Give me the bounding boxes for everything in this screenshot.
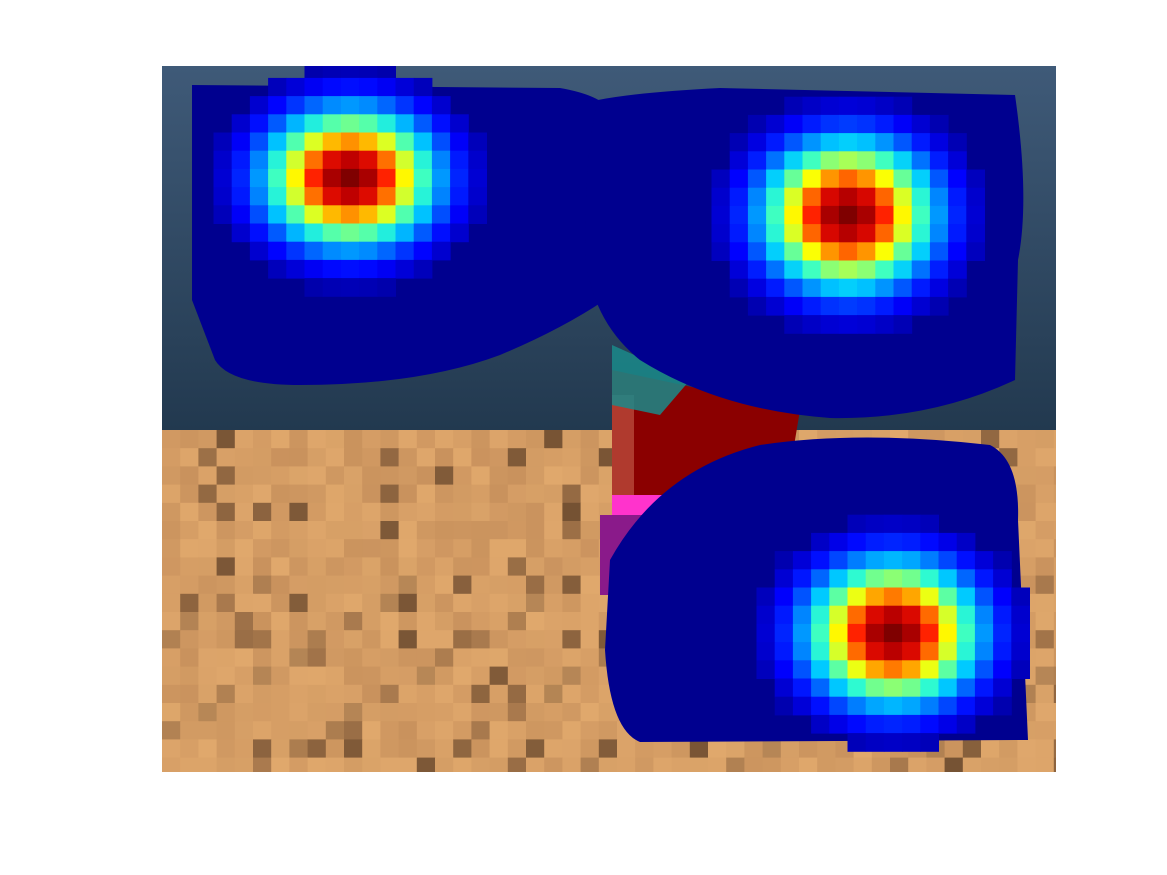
heatmap-blob-bottom-right	[605, 437, 1030, 752]
image-plot-area	[162, 66, 1056, 772]
heatmap-blob-top-right	[585, 88, 1024, 419]
heatmap-blob-top-left	[192, 66, 610, 385]
